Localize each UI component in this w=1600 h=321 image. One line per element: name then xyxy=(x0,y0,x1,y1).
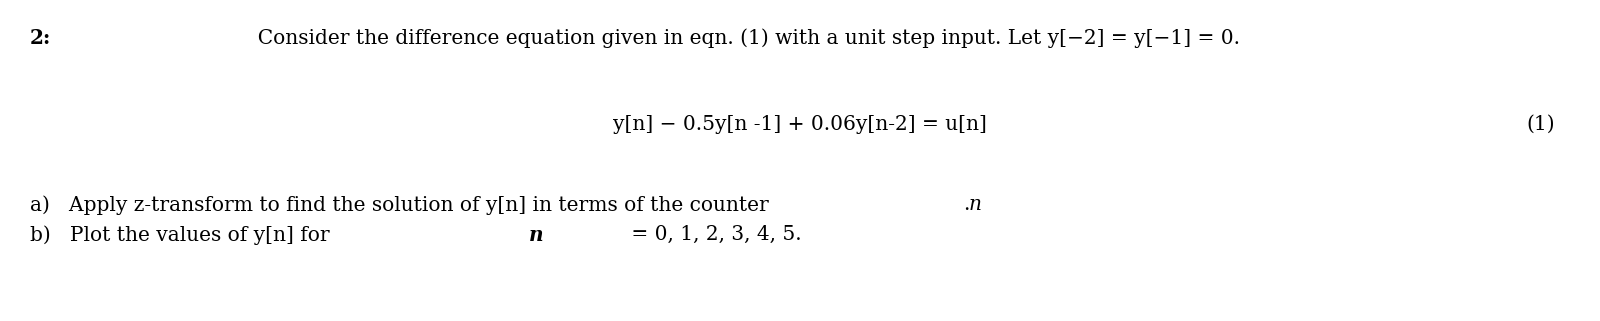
Text: (1): (1) xyxy=(1526,115,1555,134)
Text: n: n xyxy=(968,195,981,214)
Text: y[n] − 0.5y[n -1] + 0.06y[n-2] = u[n]: y[n] − 0.5y[n -1] + 0.06y[n-2] = u[n] xyxy=(613,115,987,134)
Text: a)   Apply z-transform to find the solution of y[n] in terms of the counter: a) Apply z-transform to find the solutio… xyxy=(30,195,774,215)
Text: Consider the difference equation given in eqn. (1) with a unit step input. Let y: Consider the difference equation given i… xyxy=(245,28,1240,48)
Text: 2:: 2: xyxy=(30,28,51,48)
Text: .: . xyxy=(963,195,970,214)
Text: = 0, 1, 2, 3, 4, 5.: = 0, 1, 2, 3, 4, 5. xyxy=(624,225,802,244)
Text: b)   Plot the values of y[n] for: b) Plot the values of y[n] for xyxy=(30,225,336,245)
Text: n: n xyxy=(530,225,544,245)
